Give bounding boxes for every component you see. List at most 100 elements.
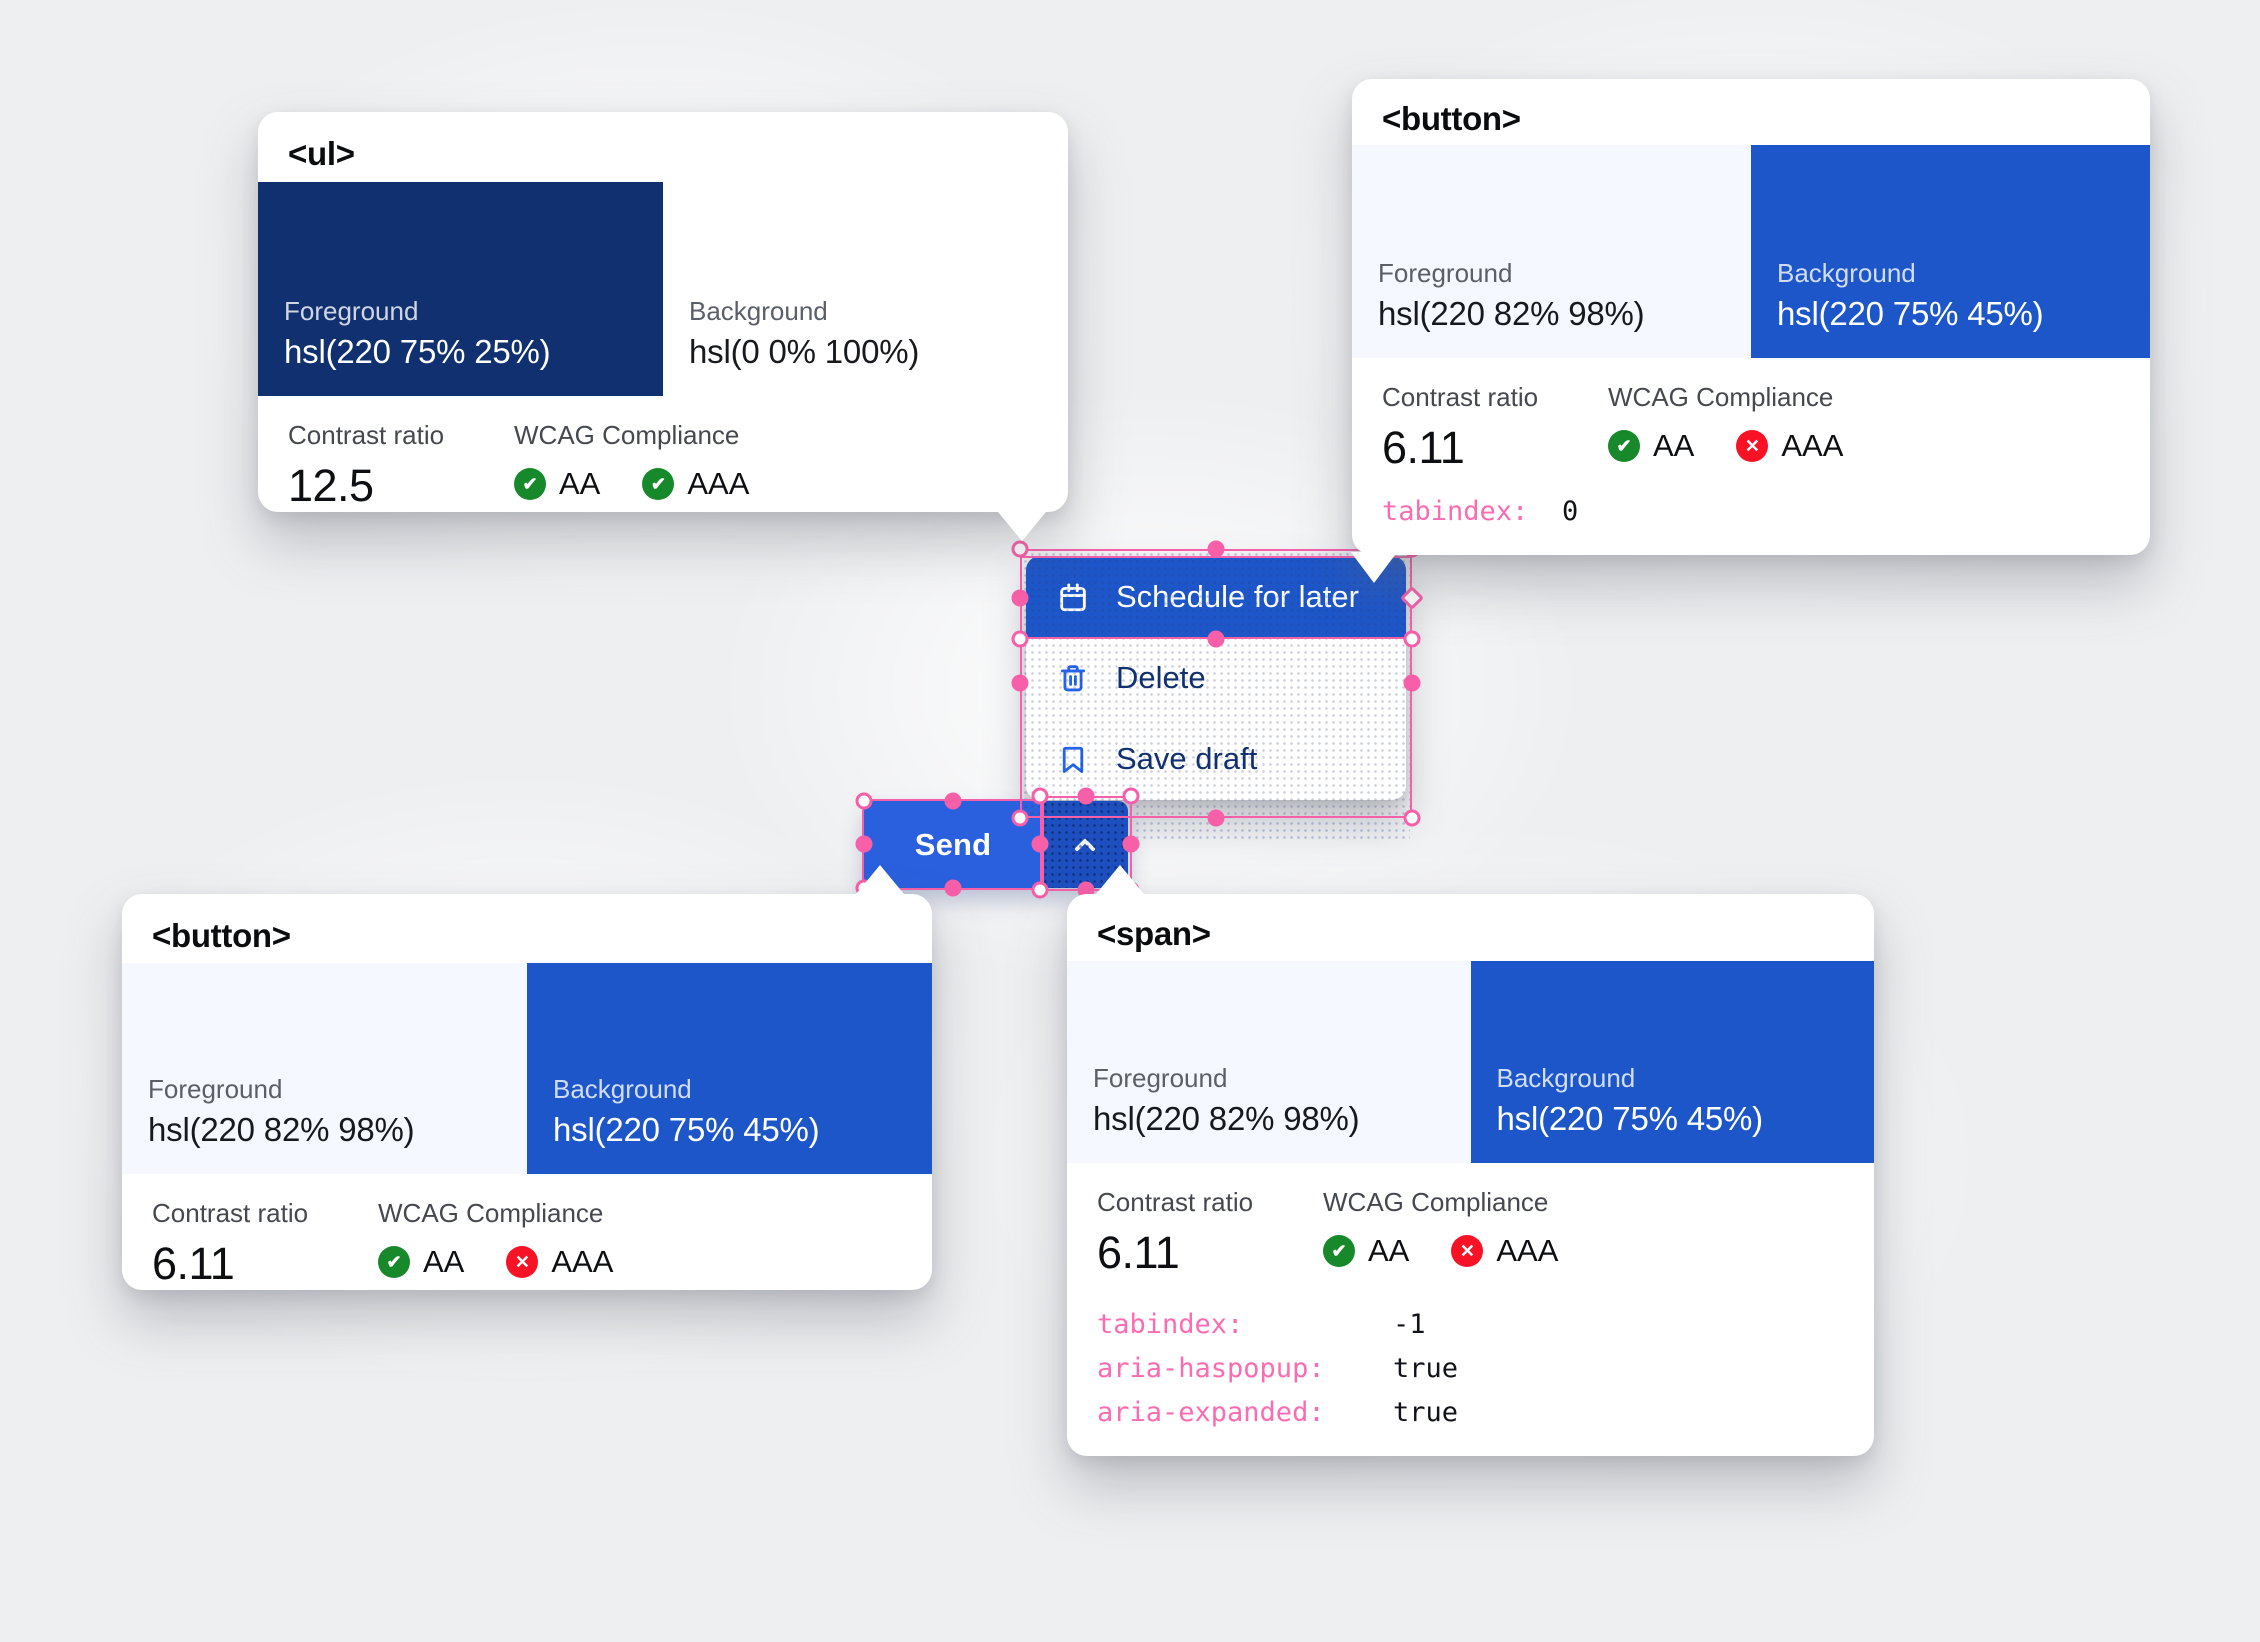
- color-swatches: Foreground hsl(220 82% 98%) Background h…: [122, 963, 932, 1174]
- wcag-aaa-badge: ✕ AAA: [1736, 428, 1843, 464]
- menu-item-label: Schedule for later: [1116, 578, 1359, 614]
- element-tag: <ul>: [288, 134, 355, 172]
- send-menu-toggle[interactable]: [1042, 801, 1128, 888]
- selection-handle[interactable]: [1011, 540, 1029, 558]
- selection-handle[interactable]: [855, 835, 873, 853]
- menu-item-schedule-for-later[interactable]: Schedule for later: [1026, 556, 1406, 638]
- contrast-footer: Contrast ratio 12.5 WCAG Compliance ✔ AA…: [258, 396, 1068, 512]
- wcag-aa-badge: ✔ AA: [1608, 428, 1694, 464]
- trash-icon: [1056, 661, 1090, 695]
- selection-handle[interactable]: [855, 792, 873, 810]
- background-value: hsl(220 75% 45%): [1496, 1100, 1764, 1138]
- x-icon: ✕: [1451, 1235, 1484, 1267]
- attribute-name: aria-expanded:: [1097, 1397, 1325, 1428]
- wcag-aaa-badge: ✔ AAA: [642, 466, 749, 502]
- selection-handle[interactable]: [1031, 835, 1049, 853]
- foreground-label: Foreground: [1378, 257, 1513, 288]
- foreground-swatch: Foreground hsl(220 82% 98%): [1352, 145, 1751, 358]
- selection-handle[interactable]: [1011, 674, 1029, 692]
- contrast-tooltip-button-top: <button> Foreground hsl(220 82% 98%) Bac…: [1352, 79, 2150, 555]
- color-swatches: Foreground hsl(220 75% 25%) Background h…: [258, 181, 1068, 396]
- attribute-name: aria-haspopup:: [1097, 1353, 1325, 1384]
- contrast-tooltip-ul: <ul> Foreground hsl(220 75% 25%) Backgro…: [258, 112, 1068, 512]
- selection-handle[interactable]: [1207, 809, 1225, 827]
- selection-handle[interactable]: [1207, 630, 1225, 648]
- background-label: Background: [1496, 1062, 1636, 1093]
- element-tag: <span>: [1097, 915, 1211, 953]
- background-swatch: Background hsl(220 75% 45%): [527, 963, 932, 1174]
- background-swatch: Background hsl(220 75% 45%): [1751, 145, 2150, 358]
- contrast-ratio-label: Contrast ratio: [1097, 1187, 1254, 1217]
- send-split-button: Send: [864, 801, 1128, 888]
- wcag-compliance-label: WCAG Compliance: [1323, 1187, 1549, 1217]
- foreground-value: hsl(220 75% 25%): [284, 333, 551, 371]
- contrast-ratio-value: 6.11: [152, 1238, 235, 1289]
- background-value: hsl(220 75% 45%): [1777, 295, 2044, 333]
- wcag-aaa-badge: ✕ AAA: [506, 1244, 613, 1280]
- selection-handle[interactable]: [944, 879, 962, 897]
- attribute-value: -1: [1393, 1309, 1426, 1340]
- color-swatches: Foreground hsl(220 82% 98%) Background h…: [1067, 960, 1874, 1163]
- overlay-dot-strip: [1134, 820, 1410, 842]
- contrast-tooltip-button-bottom: <button> Foreground hsl(220 82% 98%) Bac…: [122, 894, 932, 1290]
- aria-attributes: tabindex: 0: [1352, 496, 2150, 555]
- aria-attributes: tabindex: -1 aria-haspopup: true aria-ex…: [1067, 1309, 1874, 1456]
- contrast-footer: Contrast ratio 6.11 WCAG Compliance ✔ AA…: [1352, 358, 2150, 474]
- background-value: hsl(0 0% 100%): [689, 333, 920, 371]
- background-label: Background: [1777, 257, 1916, 288]
- x-icon: ✕: [1736, 430, 1769, 462]
- wcag-aaa-label: AAA: [551, 1244, 614, 1279]
- check-icon: ✔: [1323, 1235, 1355, 1267]
- selection-handle[interactable]: [1077, 787, 1095, 805]
- dropup-menu: Schedule for later Delete Save draft: [1026, 556, 1406, 800]
- contrast-ratio-label: Contrast ratio: [1382, 382, 1539, 412]
- background-value: hsl(220 75% 45%): [553, 1111, 820, 1149]
- contrast-ratio-value: 6.11: [1097, 1227, 1180, 1278]
- check-icon: ✔: [514, 468, 546, 500]
- selection-handle[interactable]: [1031, 787, 1049, 805]
- menu-item-save-draft[interactable]: Save draft: [1026, 719, 1406, 800]
- foreground-value: hsl(220 82% 98%): [148, 1111, 415, 1149]
- color-swatches: Foreground hsl(220 82% 98%) Background h…: [1352, 145, 2150, 358]
- selection-handle[interactable]: [1207, 540, 1225, 558]
- attribute-row: aria-expanded: true: [1097, 1397, 1844, 1428]
- selection-handle[interactable]: [1011, 809, 1029, 827]
- foreground-swatch: Foreground hsl(220 82% 98%): [122, 963, 527, 1174]
- foreground-label: Foreground: [1093, 1062, 1228, 1093]
- contrast-footer: Contrast ratio 6.11 WCAG Compliance ✔ AA…: [122, 1174, 932, 1290]
- attribute-value: true: [1393, 1397, 1459, 1428]
- wcag-compliance-label: WCAG Compliance: [514, 420, 740, 450]
- wcag-aa-badge: ✔ AA: [514, 466, 600, 502]
- selection-handle[interactable]: [1011, 589, 1029, 607]
- element-tag: <button>: [152, 916, 291, 954]
- contrast-ratio-value: 6.11: [1382, 422, 1465, 473]
- wcag-compliance-label: WCAG Compliance: [1608, 382, 1834, 412]
- x-icon: ✕: [506, 1246, 539, 1278]
- selection-handle[interactable]: [944, 792, 962, 810]
- element-tag: <button>: [1382, 100, 1521, 138]
- background-label: Background: [689, 295, 828, 326]
- background-swatch: Background hsl(0 0% 100%): [663, 181, 1068, 396]
- bookmark-icon: [1056, 742, 1090, 776]
- menu-item-delete[interactable]: Delete: [1026, 637, 1406, 718]
- background-swatch: Background hsl(220 75% 45%): [1470, 960, 1874, 1163]
- selection-handle[interactable]: [1403, 809, 1421, 827]
- selection-handle[interactable]: [1122, 835, 1140, 853]
- foreground-swatch: Foreground hsl(220 75% 25%): [258, 181, 663, 396]
- selection-handle[interactable]: [1011, 630, 1029, 648]
- menu-item-label: Save draft: [1116, 741, 1258, 777]
- send-button-label: Send: [914, 826, 992, 862]
- selection-handle[interactable]: [1403, 674, 1421, 692]
- attribute-name: tabindex:: [1382, 496, 1529, 527]
- selection-handle[interactable]: [1403, 630, 1421, 648]
- attribute-value: true: [1393, 1353, 1459, 1384]
- check-icon: ✔: [1608, 430, 1640, 462]
- selection-handle[interactable]: [1122, 787, 1140, 805]
- foreground-value: hsl(220 82% 98%): [1093, 1100, 1360, 1138]
- wcag-aa-label: AA: [559, 466, 601, 501]
- wcag-aaa-label: AAA: [1496, 1233, 1559, 1268]
- background-label: Background: [553, 1073, 692, 1104]
- foreground-label: Foreground: [148, 1073, 283, 1104]
- selection-handle[interactable]: [1031, 881, 1049, 899]
